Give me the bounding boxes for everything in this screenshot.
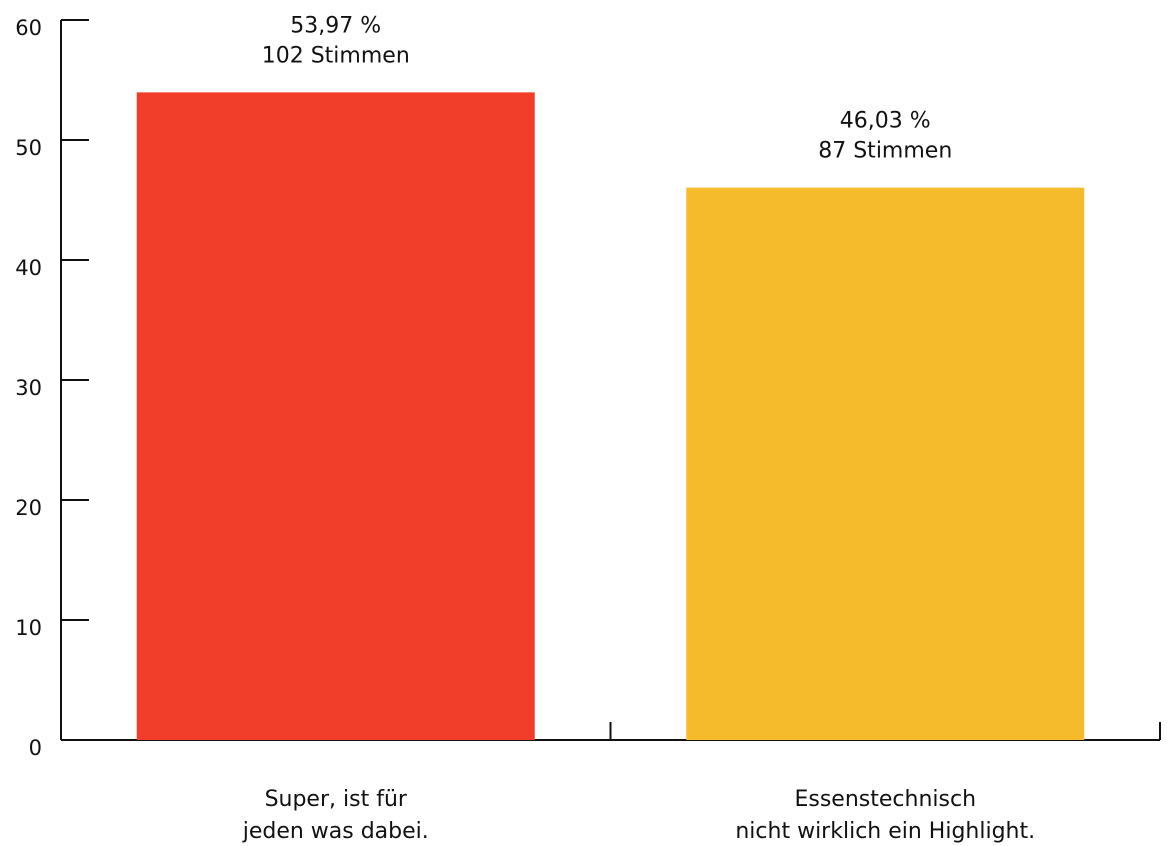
bar — [686, 187, 1085, 740]
y-tick-label: 30 — [15, 376, 42, 400]
y-tick-label: 20 — [15, 496, 42, 520]
x-category-label: Essenstechnisch — [794, 787, 976, 812]
bar-value-label: 87 Stimmen — [818, 139, 952, 164]
y-tick-label: 10 — [15, 616, 42, 640]
y-axis: 0 10 20 30 40 50 60 — [15, 16, 89, 760]
y-tick-label: 0 — [29, 736, 42, 760]
category-labels: Super, ist für jeden was dabei. Essenstech… — [242, 787, 1035, 844]
bar — [136, 92, 535, 741]
bar-value-label: 46,03 % — [840, 109, 931, 134]
bars — [136, 92, 1085, 741]
x-category-label: nicht wirklich ein Highlight. — [735, 819, 1035, 844]
y-tick-label: 60 — [15, 16, 42, 40]
bar-value-label: 102 Stimmen — [262, 43, 410, 68]
x-category-label: Super, ist für — [265, 787, 408, 812]
y-tick-label: 50 — [15, 136, 42, 160]
bar-value-label: 53,97 % — [290, 13, 381, 38]
value-labels: 53,97 % 102 Stimmen 46,03 % 87 Stimmen — [262, 13, 953, 163]
x-category-label: jeden was dabei. — [242, 819, 429, 844]
y-tick-label: 40 — [15, 256, 42, 280]
